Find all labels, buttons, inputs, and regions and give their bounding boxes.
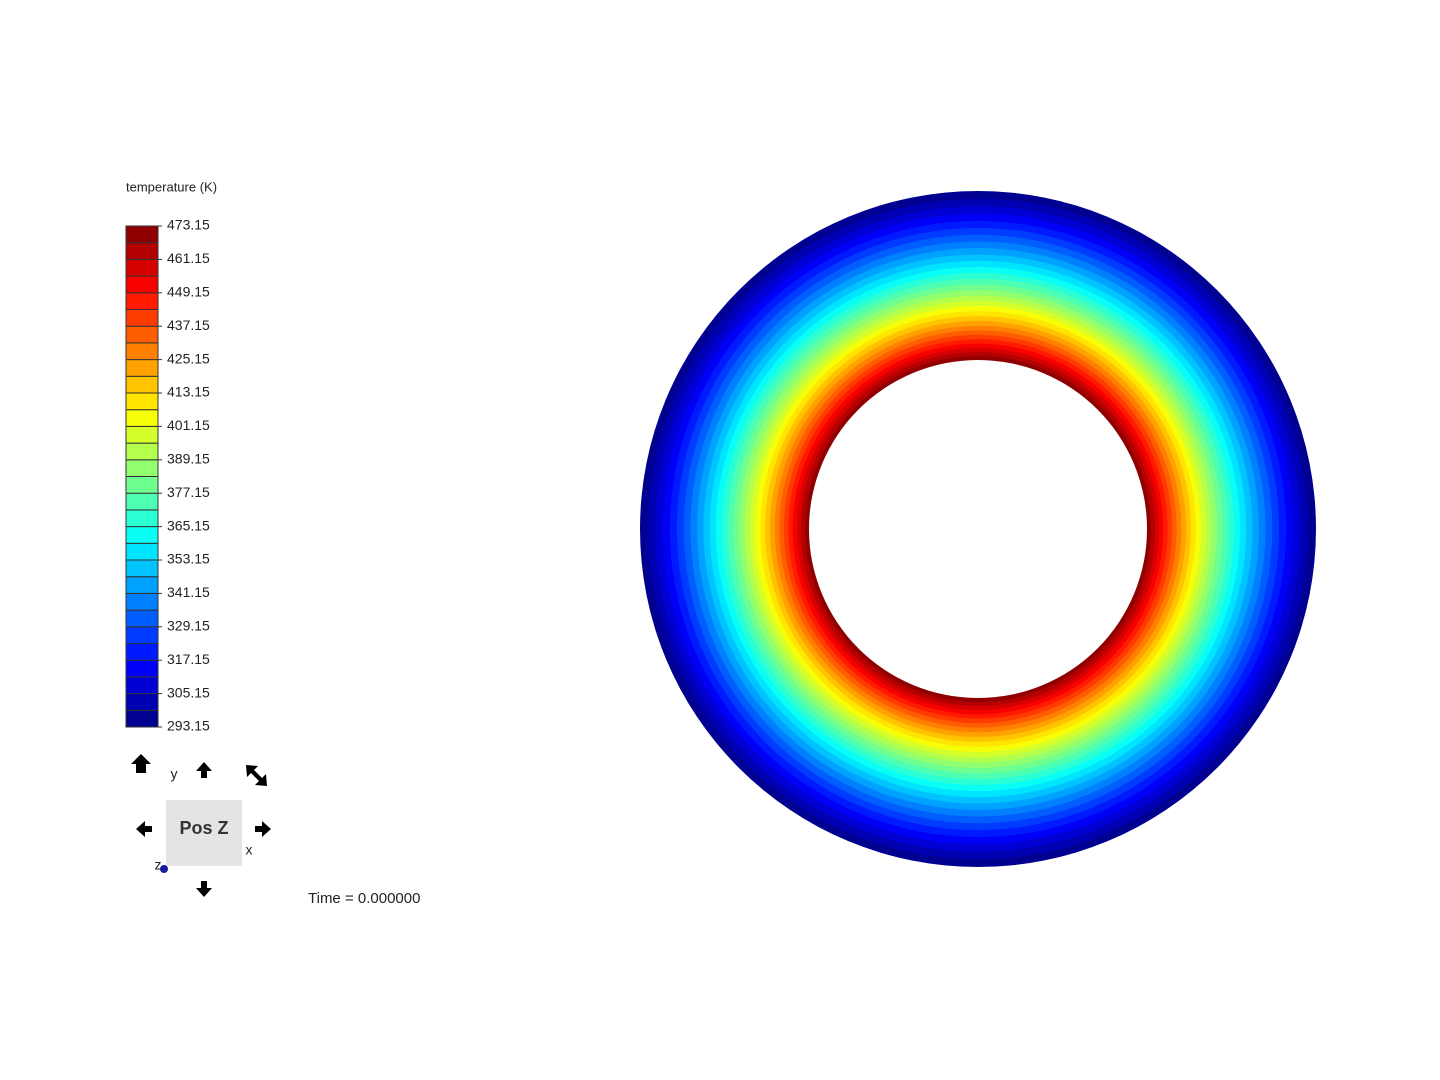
legend-title: temperature (K) (126, 179, 217, 194)
tick-label: 389.15 (167, 451, 210, 467)
tick-label: 341.15 (167, 584, 210, 600)
color-band (125, 576, 159, 594)
axis-label: y (171, 766, 178, 782)
inner-hole (809, 360, 1147, 698)
tick-label: 437.15 (167, 317, 210, 333)
tick-label: 377.15 (167, 484, 210, 500)
color-band (125, 325, 159, 344)
cube-face[interactable] (166, 800, 242, 866)
color-band (125, 392, 159, 411)
color-band (125, 526, 159, 544)
color-band (125, 309, 159, 327)
color-band (125, 292, 159, 310)
tick-label: 473.15 (167, 217, 210, 233)
color-band (125, 676, 159, 695)
fit-view[interactable] (246, 765, 267, 786)
color-band (125, 659, 159, 678)
rotate-left[interactable] (136, 821, 152, 837)
axis-label: x (246, 842, 253, 858)
color-band (125, 225, 159, 244)
color-band (125, 476, 159, 494)
color-band (125, 492, 159, 511)
color-band (125, 242, 159, 260)
time-label: Time = 0.000000 (308, 890, 420, 907)
tick-label: 425.15 (167, 350, 210, 366)
color-band (125, 643, 159, 661)
view-cube: Pos Z y x z (131, 754, 271, 897)
color-band (125, 459, 159, 477)
temperature-field (640, 191, 1316, 867)
home[interactable] (131, 754, 151, 773)
tick-label: 329.15 (167, 618, 210, 634)
rotate-right[interactable] (255, 821, 271, 837)
color-band (125, 425, 159, 444)
color-band (125, 592, 159, 611)
rotate-down[interactable] (196, 881, 212, 897)
tick-label: 305.15 (167, 684, 210, 700)
color-band (125, 342, 159, 361)
tick-label: 293.15 (167, 718, 210, 734)
rotate-up[interactable] (196, 762, 212, 778)
tick-label: 353.15 (167, 551, 210, 567)
color-band (125, 542, 159, 561)
tick-label: 461.15 (167, 250, 210, 266)
cube-label: Pos Z (179, 818, 228, 838)
color-band (125, 409, 159, 427)
color-bar: 473.15 461.15 449.15 437.15 425.15 413.15 401.… (125, 217, 210, 734)
color-band (125, 626, 159, 644)
tick-label: 365.15 (167, 517, 210, 533)
color-band (125, 275, 159, 294)
tick-label: 401.15 (167, 417, 210, 433)
color-band (125, 709, 159, 728)
color-band (125, 509, 159, 528)
color-band (125, 258, 159, 277)
tick-label: 413.15 (167, 384, 210, 400)
axis-origin (160, 865, 168, 873)
color-band (125, 559, 159, 578)
tick-label: 449.15 (167, 284, 210, 300)
color-band (125, 609, 159, 628)
color-band (125, 375, 159, 394)
color-band (125, 442, 159, 461)
axis-label: z (155, 857, 162, 873)
tick-label: 317.15 (167, 651, 210, 667)
color-band (125, 693, 159, 711)
color-band (125, 359, 159, 377)
